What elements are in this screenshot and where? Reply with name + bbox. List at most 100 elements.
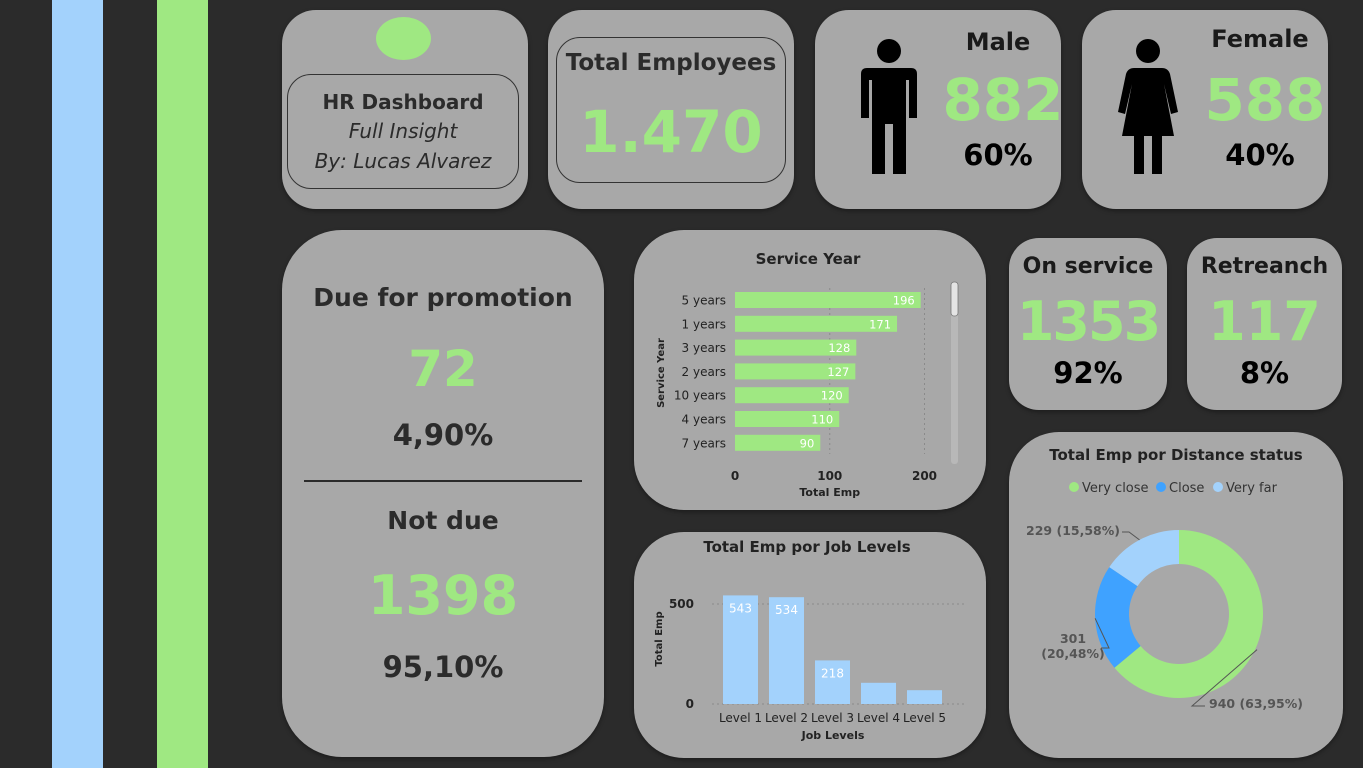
- on-service-percent: 92%: [1053, 356, 1123, 390]
- total-employees-value: 1.470: [579, 98, 763, 166]
- y-tick-label: 500: [669, 597, 694, 611]
- donut-slice: [1114, 530, 1263, 698]
- bar: [769, 597, 804, 704]
- donut-slice: [1109, 530, 1179, 587]
- category-label: Level 1: [719, 711, 762, 725]
- due-promotion-label: Due for promotion: [313, 283, 573, 312]
- on-service-value: 1353: [1016, 290, 1161, 353]
- title-frame: HR Dashboard Full Insight By: Lucas Alva…: [287, 74, 519, 189]
- category-label: 10 years: [674, 389, 726, 403]
- x-axis-label: Job Levels: [801, 729, 865, 742]
- dashboard-subtitle: Full Insight: [348, 119, 458, 143]
- logo-dot: [376, 17, 431, 60]
- data-label: 534: [775, 603, 798, 617]
- bar: [735, 363, 856, 380]
- bar: [735, 411, 840, 427]
- not-due-percent: 95,10%: [382, 650, 504, 684]
- bar: [907, 690, 942, 704]
- due-promotion-value: 72: [408, 340, 478, 398]
- category-label: 5 years: [682, 294, 726, 308]
- service-year-card: Service Year Service Year Total Emp 0 100 200…: [634, 230, 986, 510]
- data-label: 110: [811, 413, 833, 427]
- category-label: 4 years: [682, 413, 726, 427]
- female-label: Female: [1211, 25, 1309, 53]
- data-label: 543: [729, 601, 752, 615]
- chart-title: Service Year: [756, 250, 861, 268]
- y-axis-label: Total Emp: [654, 611, 665, 666]
- distance-card: Total Emp por Distance status Very close C…: [1009, 432, 1343, 758]
- bar: [735, 292, 921, 308]
- bar: [815, 660, 850, 704]
- legend-label: Very far: [1226, 481, 1278, 496]
- chart-title: Total Emp por Job Levels: [703, 538, 910, 556]
- on-service-label: On service: [1022, 254, 1154, 279]
- bar: [735, 434, 821, 451]
- x-tick-label: 200: [912, 469, 937, 483]
- scrollbar-track: [951, 282, 958, 464]
- category-label: Level 5: [903, 711, 946, 725]
- male-card: Male 882 60%: [815, 10, 1064, 209]
- total-employees-label: Total Employees: [565, 50, 777, 76]
- dashboard-author: By: Lucas Alvarez: [314, 149, 492, 173]
- bar: [735, 387, 849, 404]
- bar: [723, 595, 758, 704]
- x-axis-label: Total Emp: [799, 486, 860, 499]
- dashboard-title: HR Dashboard: [322, 90, 484, 114]
- legend-label: Close: [1169, 481, 1204, 496]
- distance-donut-chart: Total Emp por Distance status Very close C…: [1026, 446, 1303, 711]
- data-label: (20,48%): [1041, 646, 1105, 661]
- data-label: 196: [893, 294, 915, 308]
- data-label: 171: [869, 317, 891, 331]
- x-tick-label: 100: [817, 469, 842, 483]
- scrollbar-thumb: [950, 281, 959, 317]
- due-promotion-percent: 4,90%: [392, 418, 494, 452]
- bar: [735, 315, 898, 332]
- total-frame: Total Employees 1.470: [556, 37, 786, 183]
- total-employees-card: Total Employees 1.470: [548, 10, 794, 209]
- job-levels-chart: Total Emp por Job Levels Total Emp Job Lev…: [654, 538, 964, 742]
- on-service-card: On service 1353 92%: [1009, 238, 1167, 410]
- data-label: 229 (15,58%): [1026, 523, 1120, 538]
- data-label: 940 (63,95%): [1209, 696, 1303, 711]
- legend-label: Very close: [1082, 481, 1149, 496]
- category-label: 7 years: [682, 436, 726, 450]
- x-tick-label: 0: [731, 469, 739, 483]
- data-label: 120: [821, 389, 843, 403]
- y-tick-label: 0: [686, 697, 694, 711]
- data-label: 127: [827, 365, 849, 379]
- category-label: 1 years: [682, 317, 726, 331]
- category-label: 3 years: [682, 341, 726, 355]
- male-label: Male: [965, 28, 1031, 56]
- legend-marker: [1069, 482, 1079, 492]
- data-label: 90: [800, 436, 815, 450]
- job-levels-card: Total Emp por Job Levels Total Emp Job Lev…: [634, 532, 986, 758]
- category-label: Level 3: [811, 711, 854, 725]
- category-label: 2 years: [682, 365, 726, 379]
- data-label: 218: [821, 666, 844, 680]
- category-label: Level 4: [857, 711, 900, 725]
- male-count: 882: [942, 66, 1064, 134]
- category-label: Level 2: [765, 711, 808, 725]
- leader-line: [1190, 649, 1258, 707]
- y-axis-label: Service Year: [656, 338, 667, 408]
- female-card: Female 588 40%: [1082, 10, 1328, 209]
- data-label: 128: [828, 341, 850, 355]
- service-year-chart: Service Year Service Year Total Emp 0 100 200…: [656, 250, 959, 499]
- female-count: 588: [1204, 66, 1326, 134]
- retrench-card: Retreanch 117 8%: [1187, 238, 1342, 410]
- promotion-divider: [304, 480, 582, 482]
- leader-line: [1122, 531, 1140, 541]
- leader-line: [1094, 618, 1110, 649]
- female-percent: 40%: [1225, 138, 1295, 172]
- promotion-card: Due for promotion 72 4,90% Not due 1398 …: [282, 230, 604, 757]
- retrench-value: 117: [1208, 290, 1321, 353]
- bar: [735, 339, 857, 356]
- legend-marker: [1213, 482, 1223, 492]
- retrench-label: Retreanch: [1200, 254, 1329, 279]
- data-label: 301: [1060, 631, 1086, 646]
- decor-stripe-blue: [52, 0, 103, 768]
- chart-title: Total Emp por Distance status: [1049, 446, 1303, 464]
- not-due-label: Not due: [387, 506, 499, 535]
- not-due-value: 1398: [367, 564, 519, 627]
- decor-stripe-green: [157, 0, 208, 768]
